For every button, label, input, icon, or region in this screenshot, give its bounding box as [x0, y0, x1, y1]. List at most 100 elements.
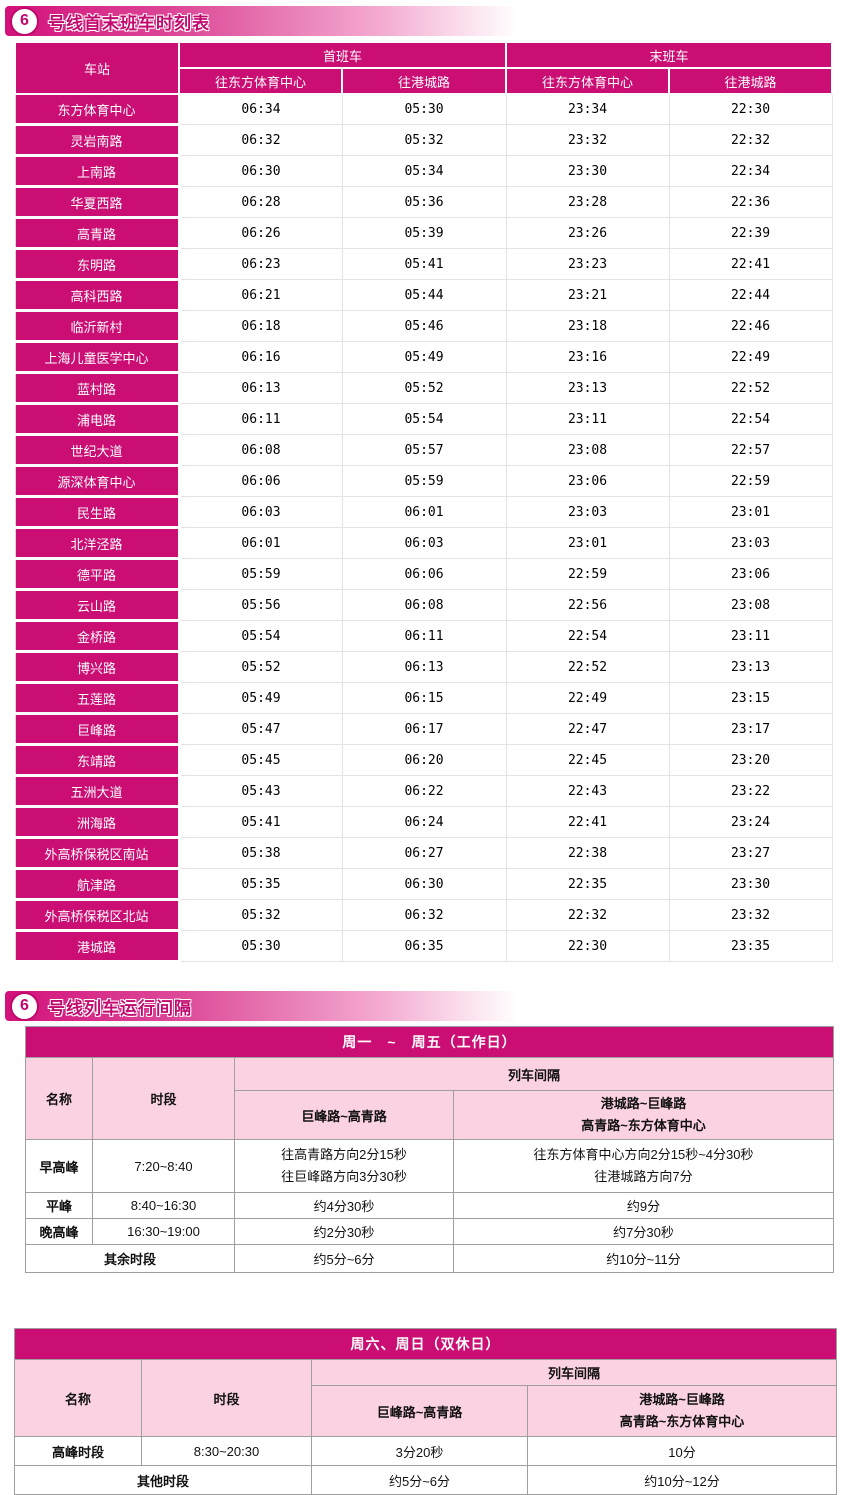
time-cell: 23:32: [505, 124, 670, 156]
time-cell: 05:57: [341, 434, 507, 466]
time-cell: 06:03: [341, 527, 507, 559]
station-name-cell: 巨峰路: [15, 713, 181, 746]
station-name-cell: 华夏西路: [15, 186, 181, 219]
station-row: 五莲路 05:49 06:15 22:49 23:15: [15, 682, 833, 715]
time-cell: 05:56: [178, 589, 343, 621]
station-row: 高科西路 06:21 05:44 23:21 22:44: [15, 279, 833, 312]
time-cell: 23:28: [505, 186, 670, 218]
station-name-cell: 世纪大道: [15, 434, 181, 467]
time-cell: 22:59: [668, 465, 833, 497]
time-cell: 22:57: [668, 434, 833, 466]
station-row: 灵岩南路 06:32 05:32 23:32 22:32: [15, 124, 833, 157]
first-to-oriental-header: 往东方体育中心: [178, 67, 343, 95]
row-name: 晚高峰: [25, 1218, 93, 1246]
station-row: 世纪大道 06:08 05:57 23:08 22:57: [15, 434, 833, 467]
time-cell: 23:15: [668, 682, 833, 714]
time-cell: 06:03: [178, 496, 343, 528]
weekday-caption: 周一 ~ 周五（工作日）: [25, 1026, 834, 1058]
time-cell: 06:32: [341, 899, 507, 931]
weekday-evening-peak-row: 晚高峰 16:30~19:00 约2分30秒 约7分30秒: [25, 1218, 834, 1246]
time-cell: 06:16: [178, 341, 343, 373]
time-cell: 06:18: [178, 310, 343, 342]
time-cell: 06:32: [178, 124, 343, 156]
time-cell: 23:06: [668, 558, 833, 590]
time-cell: 22:45: [505, 744, 670, 776]
station-row: 云山路 05:56 06:08 22:56 23:08: [15, 589, 833, 622]
time-cell: 05:45: [178, 744, 343, 776]
weekday-interval-table: 周一 ~ 周五（工作日） 名称 时段 列车间隔 巨峰路~高青路 港城路~巨峰路 …: [25, 1026, 834, 1274]
station-row: 源深体育中心 06:06 05:59 23:06 22:59: [15, 465, 833, 498]
time-cell: 05:59: [178, 558, 343, 590]
time-cell: 22:32: [505, 899, 670, 931]
time-cell: 05:52: [341, 372, 507, 404]
time-cell: 05:54: [341, 403, 507, 435]
time-cell: 23:08: [668, 589, 833, 621]
interval-b-cell: 10分: [527, 1436, 837, 1467]
station-row: 民生路 06:03 06:01 23:03 23:01: [15, 496, 833, 529]
station-name-cell: 东方体育中心: [15, 94, 181, 126]
time-cell: 06:35: [341, 930, 507, 962]
station-row: 外高桥保税区北站 05:32 06:32 22:32 23:32: [15, 899, 833, 932]
weekday-header-row: 名称 时段 列车间隔: [25, 1056, 834, 1141]
station-name-cell: 金桥路: [15, 620, 181, 653]
station-name-cell: 五莲路: [15, 682, 181, 715]
row-period: 7:20~8:40: [92, 1139, 235, 1194]
station-row: 临沂新村 06:18 05:46 23:18 22:46: [15, 310, 833, 343]
row-name: 早高峰: [25, 1139, 93, 1194]
route-b-line1: 港城路~巨峰路: [639, 1392, 725, 1408]
direction-header-row: 往东方体育中心 往港城路 往东方体育中心 往港城路: [15, 67, 834, 95]
time-cell: 06:23: [178, 248, 343, 280]
station-row: 蓝村路 06:13 05:52 23:13 22:52: [15, 372, 833, 405]
name-header: 名称: [14, 1359, 142, 1438]
station-row: 浦电路 06:11 05:54 23:11 22:54: [15, 403, 833, 436]
row-name: 其余时段: [25, 1244, 235, 1274]
station-row: 东方体育中心 06:34 05:30 23:34 22:30: [15, 93, 833, 126]
time-cell: 06:13: [178, 372, 343, 404]
station-name-cell: 灵岩南路: [15, 124, 181, 157]
weekday-offpeak-row: 平峰 8:40~16:30 约4分30秒 约9分: [25, 1192, 834, 1220]
interval-a-line1: 往高青路方向2分15秒: [281, 1147, 407, 1163]
station-name-cell: 上南路: [15, 155, 181, 188]
route-b-header: 港城路~巨峰路 高青路~东方体育中心: [527, 1385, 837, 1438]
station-name-cell: 外高桥保税区北站: [15, 899, 181, 932]
station-name-cell: 德平路: [15, 558, 181, 591]
interval-a-cell: 约2分30秒: [234, 1218, 454, 1246]
station-row: 金桥路 05:54 06:11 22:54 23:11: [15, 620, 833, 653]
time-cell: 05:49: [341, 341, 507, 373]
interval-a-cell: 往高青路方向2分15秒 往巨峰路方向3分30秒: [234, 1139, 454, 1194]
time-cell: 05:47: [178, 713, 343, 745]
interval-a-cell: 3分20秒: [311, 1436, 528, 1467]
route-b-line2: 高青路~东方体育中心: [581, 1118, 706, 1134]
time-cell: 05:49: [178, 682, 343, 714]
time-cell: 05:54: [178, 620, 343, 652]
time-cell: 23:01: [505, 527, 670, 559]
station-name-cell: 五洲大道: [15, 775, 181, 808]
station-name-cell: 航津路: [15, 868, 181, 901]
station-row: 上南路 06:30 05:34 23:30 22:34: [15, 155, 833, 188]
time-cell: 22:54: [668, 403, 833, 435]
time-cell: 22:35: [505, 868, 670, 900]
station-name-cell: 蓝村路: [15, 372, 181, 405]
station-name-cell: 高科西路: [15, 279, 181, 312]
time-cell: 06:27: [341, 837, 507, 869]
time-cell: 22:41: [668, 248, 833, 280]
time-cell: 06:30: [341, 868, 507, 900]
interval-b-cell: 约9分: [453, 1192, 834, 1220]
interval-header: 列车间隔: [311, 1359, 837, 1387]
station-name-cell: 云山路: [15, 589, 181, 622]
time-cell: 06:08: [178, 434, 343, 466]
section2-title: 号线列车运行间隔: [48, 998, 192, 1018]
time-cell: 06:20: [341, 744, 507, 776]
interval-a-cell: 约4分30秒: [234, 1192, 454, 1220]
interval-b-cell: 约7分30秒: [453, 1218, 834, 1246]
time-cell: 23:18: [505, 310, 670, 342]
time-cell: 22:34: [668, 155, 833, 187]
time-cell: 22:49: [668, 341, 833, 373]
weekday-route-row: 巨峰路~高青路 港城路~巨峰路 高青路~东方体育中心: [26, 1089, 834, 1141]
time-cell: 05:52: [178, 651, 343, 683]
time-cell: 06:15: [341, 682, 507, 714]
time-cell: 23:32: [668, 899, 833, 931]
route-b-line1: 港城路~巨峰路: [600, 1096, 687, 1111]
station-row: 高青路 06:26 05:39 23:26 22:39: [15, 217, 833, 250]
time-cell: 06:26: [178, 217, 343, 249]
